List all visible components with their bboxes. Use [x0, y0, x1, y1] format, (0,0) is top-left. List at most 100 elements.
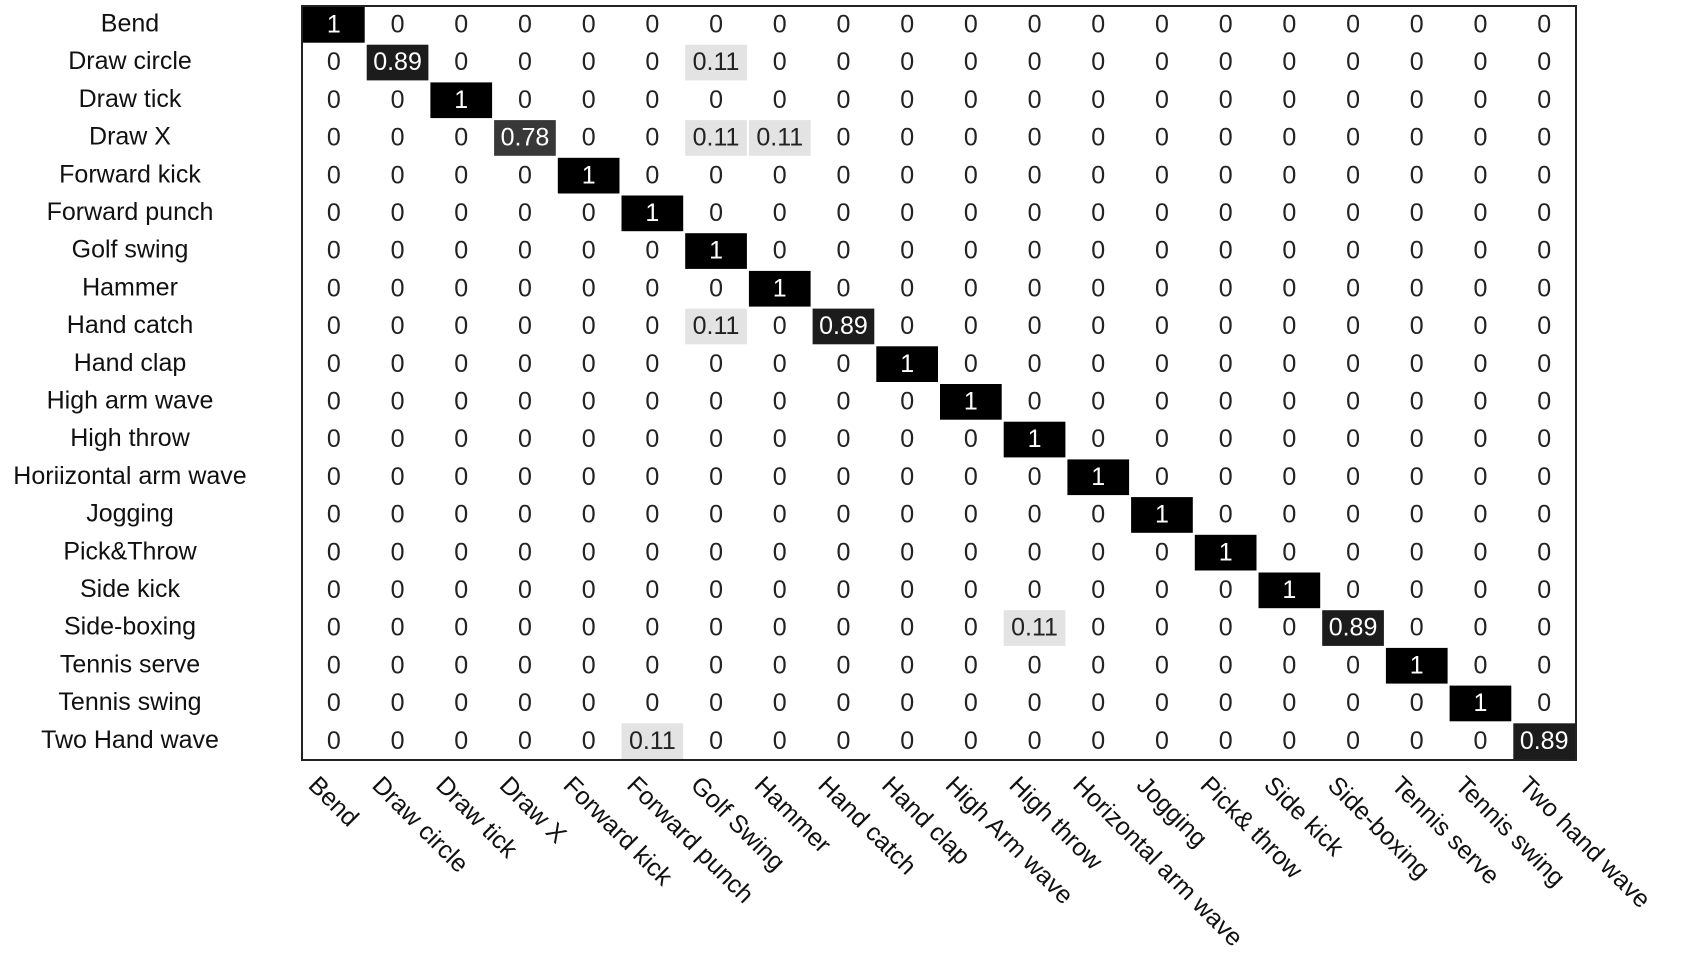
cell-label: 0 [1028, 312, 1042, 340]
cell-label: 0 [1537, 651, 1551, 679]
y-tick-label: High arm wave [47, 386, 214, 414]
cell-label: 0 [582, 312, 596, 340]
cell [1513, 723, 1575, 759]
cell-label: 0 [1473, 425, 1487, 453]
cell-label: 0 [391, 199, 405, 227]
cell [557, 120, 620, 156]
cell-label: 0 [964, 312, 978, 340]
cell-label: 0 [773, 10, 787, 38]
cell [1322, 270, 1384, 307]
cell [303, 308, 365, 345]
cell [1194, 44, 1257, 81]
cell [1067, 308, 1130, 345]
cell-label: 0 [1028, 651, 1042, 679]
cell-label: 0 [1091, 651, 1105, 679]
cell [1194, 534, 1257, 571]
cell-label: 0 [773, 727, 787, 755]
cell-label: 0 [1537, 237, 1551, 265]
cell [1067, 157, 1130, 194]
cell [494, 572, 556, 609]
cell-label: 0 [773, 538, 787, 566]
cell [812, 308, 875, 345]
cell-label: 0 [1346, 161, 1360, 189]
cell-label: 0.11 [693, 124, 740, 152]
cell-label: 0 [836, 538, 850, 566]
cell [1385, 7, 1448, 43]
cell [1003, 421, 1066, 458]
cell [494, 459, 556, 496]
cell [1258, 308, 1321, 345]
cell-label: 0 [1028, 576, 1042, 604]
cell [685, 572, 747, 609]
cell-label: 0 [327, 86, 341, 114]
cell-label: 0 [454, 538, 468, 566]
cell-label: 0 [518, 350, 532, 378]
cell-label: 0 [1346, 576, 1360, 604]
cell [1194, 421, 1257, 458]
cell-label: 0 [1028, 161, 1042, 189]
cell [557, 157, 620, 194]
cell [940, 233, 1002, 269]
cell [940, 346, 1002, 382]
cell-label: 0 [900, 312, 914, 340]
cell-label: 0 [582, 48, 596, 76]
cell-label: 0 [518, 614, 532, 642]
cell [494, 120, 556, 156]
cell-label: 1 [1219, 538, 1233, 566]
cell-label: 1 [709, 237, 723, 265]
cell [748, 7, 811, 43]
cell-label: 0 [964, 350, 978, 378]
cell [557, 233, 620, 269]
cell-label: 0 [582, 199, 596, 227]
cell-label: 0 [1410, 576, 1424, 604]
cell-label: 0 [645, 10, 659, 38]
cell-label: 0 [709, 161, 723, 189]
cell-label: 0 [327, 463, 341, 491]
cell [1194, 497, 1257, 533]
cell [940, 157, 1002, 194]
cell-label: 0 [1091, 387, 1105, 415]
cell-label: 0 [1282, 199, 1296, 227]
cell-label: 0 [582, 463, 596, 491]
cell [1385, 157, 1448, 194]
cell-label: 0 [391, 274, 405, 302]
cell [1067, 270, 1130, 307]
cell-label: 0 [964, 124, 978, 152]
cell-label: 0 [773, 350, 787, 378]
cell-label: 0 [391, 161, 405, 189]
cell-label: 0 [1155, 350, 1169, 378]
cell [685, 308, 747, 345]
cell-label: 1 [1091, 463, 1105, 491]
cell-label: 1 [964, 387, 978, 415]
cell-label: 0 [709, 727, 723, 755]
cell-label: 0 [1091, 350, 1105, 378]
y-tick-label: Draw tick [79, 85, 182, 113]
cell-label: 0 [1155, 199, 1169, 227]
cell-label: 0 [1346, 463, 1360, 491]
cell-label: 0 [1219, 312, 1233, 340]
cell-label: 0 [391, 425, 405, 453]
cell-label: 0 [1091, 86, 1105, 114]
cell [557, 572, 620, 609]
cell-label: 0 [327, 614, 341, 642]
cell-label: 0 [964, 538, 978, 566]
cell-label: 0 [773, 614, 787, 642]
y-tick-label: Draw X [89, 123, 171, 151]
cell [557, 195, 620, 232]
y-tick-label: Tennis swing [58, 688, 201, 716]
cell-label: 0 [1537, 10, 1551, 38]
cell-label: 0 [391, 237, 405, 265]
cell-label: 0 [454, 501, 468, 529]
cell [812, 572, 875, 609]
cell-label: 0 [900, 651, 914, 679]
cell-label: 0 [1473, 501, 1487, 529]
cell [1513, 647, 1575, 684]
cell [940, 384, 1002, 420]
cell-label: 0.89 [819, 312, 868, 340]
y-tick-label: Hand catch [67, 311, 193, 339]
cell-label: 1 [1028, 425, 1042, 453]
cell [366, 270, 429, 307]
cell-label: 0 [1155, 387, 1169, 415]
y-tick-label: Pick&Throw [63, 537, 197, 565]
cell-label: 0 [1155, 651, 1169, 679]
